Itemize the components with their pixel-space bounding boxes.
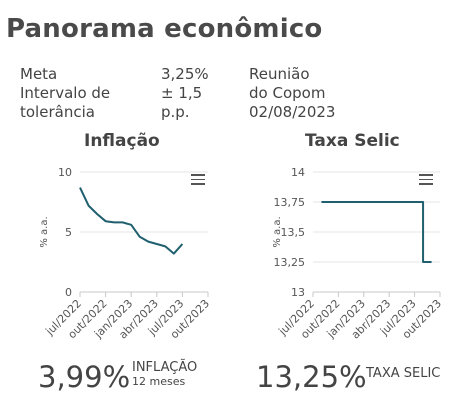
selic-chart-ytick-label: 13,25	[274, 256, 306, 269]
inflation-chart-ytick-label: 0	[65, 286, 72, 299]
selic-chart-menu-icon[interactable]	[419, 174, 433, 185]
selic-chart: 1313,2513,513,7514jul/2022out/2022jan/20…	[272, 166, 444, 341]
page-title: Panorama econômico	[6, 14, 323, 44]
copom-meeting: Reunião do Copom 02/08/2023	[249, 65, 335, 122]
target-values: 3,25% ± 1,5 p.p.	[161, 65, 209, 122]
inflation-chart: 0510jul/2022out/2022jan/2023abr/2023jul/…	[39, 166, 212, 341]
selic-chart-ytick-label: 14	[291, 166, 305, 179]
selic-chart-ytick-label: 13	[291, 286, 305, 299]
copom-meeting-line2: do Copom	[249, 84, 326, 102]
inflation-chart-menu-icon[interactable]	[191, 174, 205, 185]
inflation-value: 3,99%	[38, 360, 131, 394]
target-labels: Meta Intervalo de tolerância	[20, 65, 110, 122]
selic-chart-ytick-label: 13,75	[274, 196, 306, 209]
selic-value: 13,25%	[256, 360, 367, 394]
target-label: Meta	[20, 65, 58, 83]
selic-label: TAXA SELIC	[366, 366, 441, 381]
inflation-chart-series-line	[79, 187, 184, 255]
inflation-sublabel: 12 meses	[132, 375, 186, 388]
tolerance-label-line1: Intervalo de	[20, 84, 111, 102]
tolerance-label-line2: tolerância	[20, 103, 95, 121]
tolerance-value-line1: ± 1,5	[161, 84, 203, 102]
selic-chart-ytick-label: 13,5	[281, 226, 306, 239]
inflation-chart-y-axis-label: % a.a.	[39, 216, 50, 247]
selic-chart-title: Taxa Selic	[305, 131, 400, 151]
copom-meeting-date: 02/08/2023	[249, 103, 336, 121]
inflation-label-block: INFLAÇÃO 12 meses	[132, 361, 197, 389]
tolerance-value-line2: p.p.	[161, 103, 190, 121]
selic-chart-y-axis-label: % a.a.	[272, 216, 283, 247]
inflation-chart-title: Inflação	[84, 131, 160, 151]
inflation-label: INFLAÇÃO	[132, 360, 198, 375]
target-value: 3,25%	[161, 65, 209, 83]
inflation-chart-ytick-label: 5	[65, 226, 72, 239]
inflation-chart-ytick-label: 10	[58, 166, 72, 179]
copom-meeting-line1: Reunião	[249, 65, 310, 83]
